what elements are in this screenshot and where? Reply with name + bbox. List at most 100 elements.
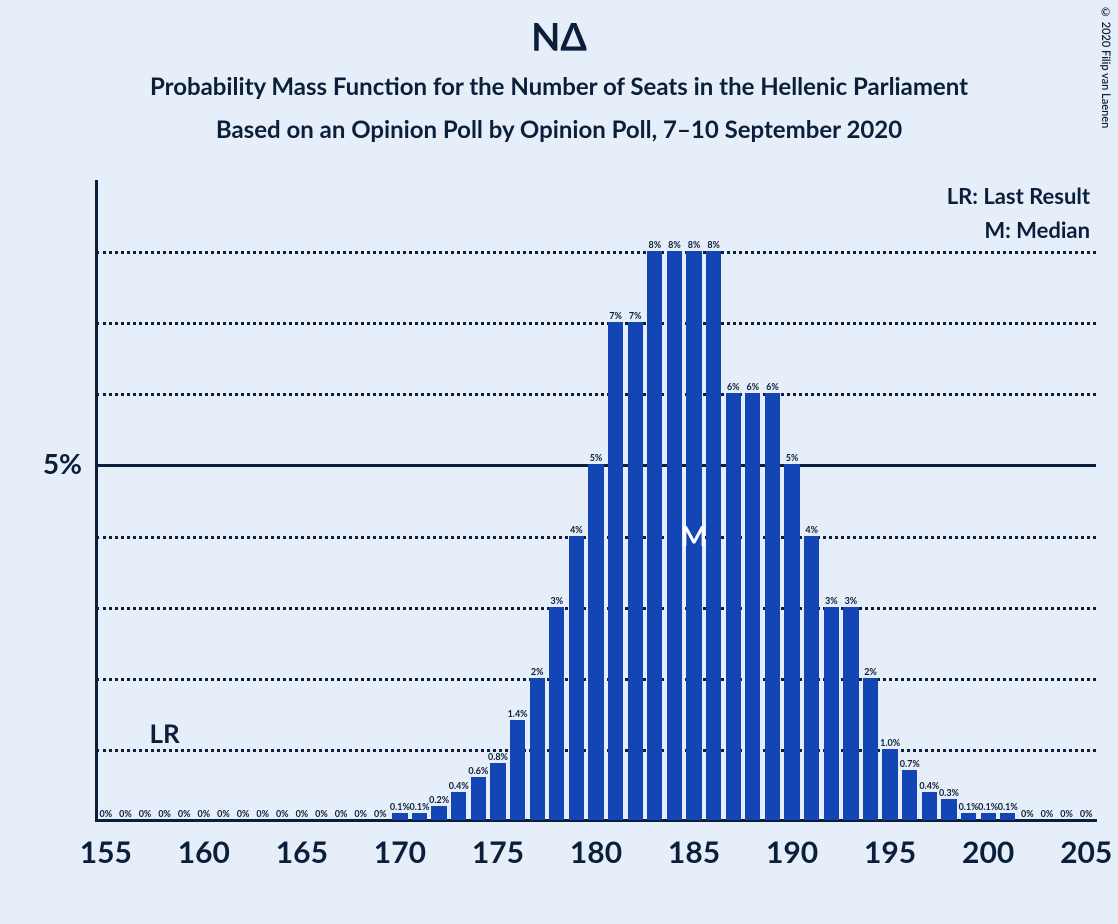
bar-value-label: 0.8% [488,751,508,762]
bar [941,799,956,820]
bar [471,777,486,820]
bar [843,607,858,820]
bar-value-label: 0.6% [468,765,488,776]
bar [490,763,505,820]
bar [608,322,623,820]
bar-value-label: 0% [256,808,269,819]
bar-value-label: 6% [747,381,760,392]
bar [981,813,996,820]
bar-value-label: 0.1% [998,801,1018,812]
bar-value-label: 5% [786,452,799,463]
bar-value-label: 0% [374,808,387,819]
chart-title: ΝΔ [0,0,1118,60]
chart-plot-area: 5%1551601651701751801851901952002050%0%0… [96,180,1096,820]
x-tick-label: 160 [178,834,230,870]
bar-value-label: 6% [727,381,740,392]
bar [451,792,466,820]
bar [922,792,937,820]
bar-value-label: 0% [1041,808,1054,819]
y-axis [95,180,98,820]
legend-median: M: Median [984,216,1090,243]
bar-value-label: 0% [198,808,211,819]
bar-value-label: 0.4% [919,780,939,791]
bar-value-label: 0% [139,808,152,819]
bar [1000,813,1015,820]
x-tick-label: 175 [472,834,524,870]
bar [647,251,662,820]
bar-value-label: 0% [237,808,250,819]
bar-value-label: 8% [649,239,662,250]
bar-value-label: 0% [315,808,328,819]
x-tick-label: 205 [1060,834,1112,870]
bar [765,393,780,820]
bar [431,806,446,820]
bar-value-label: 3% [550,595,563,606]
chart-subtitle-2: Based on an Opinion Poll by Opinion Poll… [0,115,1118,144]
bar [667,251,682,820]
legend-lr: LR: Last Result [947,182,1090,209]
bar [863,678,878,820]
bar-value-label: 0% [354,808,367,819]
x-tick-label: 195 [864,834,916,870]
bar [882,749,897,820]
bar-value-label: 8% [707,239,720,250]
bar [549,607,564,820]
bar [902,770,917,820]
bar-value-label: 0% [119,808,132,819]
x-tick-label: 170 [374,834,426,870]
annotation-median: M [681,518,707,552]
bar [569,536,584,820]
bar-value-label: 6% [766,381,779,392]
bar [530,678,545,820]
gridline [96,251,1096,254]
gridline [96,322,1096,325]
bar-value-label: 3% [825,595,838,606]
bar-value-label: 0% [217,808,230,819]
copyright-text: © 2020 Filip van Laenen [1099,6,1112,128]
bar [392,813,407,820]
bar [412,813,427,820]
bar-value-label: 0% [276,808,289,819]
y-tick-label: 5% [43,446,82,480]
x-tick-label: 190 [766,834,818,870]
bar-value-label: 8% [668,239,681,250]
bar-value-label: 0% [1080,808,1093,819]
x-tick-label: 155 [80,834,132,870]
bar-value-label: 7% [629,310,642,321]
bar-value-label: 2% [864,666,877,677]
bar-value-label: 0.1% [410,801,430,812]
chart-subtitle-1: Probability Mass Function for the Number… [0,72,1118,101]
bar-value-label: 0% [178,808,191,819]
bar-value-label: 0% [158,808,171,819]
bar-value-label: 5% [590,452,603,463]
bar-value-label: 0% [99,808,112,819]
bar [510,720,525,820]
x-tick-label: 185 [668,834,720,870]
bar-value-label: 0% [296,808,309,819]
x-tick-label: 180 [570,834,622,870]
bar-value-label: 4% [570,524,583,535]
bar [804,536,819,820]
annotation-last-result: LR [150,717,180,749]
bar-value-label: 0.7% [900,758,920,769]
bar-value-label: 8% [688,239,701,250]
x-tick-label: 165 [276,834,328,870]
bar [706,251,721,820]
x-tick-label: 200 [962,834,1014,870]
bar-value-label: 7% [609,310,622,321]
bar-value-label: 0.3% [939,787,959,798]
bar [726,393,741,820]
bar-value-label: 0% [335,808,348,819]
bar [784,464,799,820]
bar-value-label: 0.1% [390,801,410,812]
bar-value-label: 0% [1060,808,1073,819]
bar-value-label: 1.4% [508,708,528,719]
bar [824,607,839,820]
bar-value-label: 0.1% [978,801,998,812]
bar-value-label: 3% [845,595,858,606]
bar-value-label: 1.0% [880,737,900,748]
bar [628,322,643,820]
bar [745,393,760,820]
bar-value-label: 0.2% [429,794,449,805]
gridline [96,393,1096,396]
